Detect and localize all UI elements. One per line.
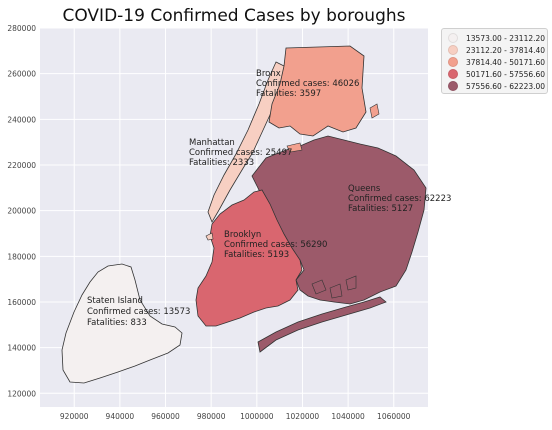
legend-swatch xyxy=(448,69,458,79)
label-brooklyn-name: Brooklyn xyxy=(224,230,261,240)
y-tick-label: 220000 xyxy=(7,161,36,170)
y-tick-label: 160000 xyxy=(7,298,36,307)
legend-swatch xyxy=(448,81,458,91)
label-queens-cases: Confirmed cases: 62223 xyxy=(348,194,451,204)
legend-item: 23112.20 - 37814.40 xyxy=(448,44,545,56)
x-tick-label: 940000 xyxy=(106,412,135,421)
label-queens-name: Queens xyxy=(348,184,381,194)
map-title: COVID-19 Confirmed Cases by boroughs xyxy=(62,6,406,26)
y-tick-label: 120000 xyxy=(7,389,36,398)
rikers-island xyxy=(286,142,303,153)
y-tick-label: 180000 xyxy=(7,252,36,261)
label-brooklyn-cases: Confirmed cases: 56290 xyxy=(224,240,327,250)
legend-label: 23112.20 - 37814.40 xyxy=(466,45,546,55)
legend-label: 37814.40 - 50171.60 xyxy=(466,57,546,67)
jamaica-bay-island xyxy=(329,283,343,299)
label-bronx-name: Bronx xyxy=(256,69,281,79)
governors-island xyxy=(205,232,214,241)
x-tick-label: 1060000 xyxy=(377,412,411,421)
legend-label: 50171.60 - 57556.60 xyxy=(466,69,546,79)
borough-brooklyn xyxy=(195,189,303,327)
y-tick-label: 200000 xyxy=(7,207,36,216)
axis-ticks: 920000 940000 960000 980000 1000000 1020000 10… xyxy=(7,24,410,421)
label-manhattan-fatalities: Fatalities: 2333 xyxy=(189,158,254,168)
label-queens-fatalities: Fatalities: 5127 xyxy=(348,204,413,214)
legend-label: 13573.00 - 23112.20 xyxy=(466,33,546,43)
borough-bronx xyxy=(268,45,367,137)
legend-item: 37814.40 - 50171.60 xyxy=(448,56,545,68)
legend-item: 50171.60 - 57556.60 xyxy=(448,68,545,80)
legend: 13573.00 - 23112.20 23112.20 - 37814.40 … xyxy=(441,28,548,94)
label-staten-island-name: Staten Island xyxy=(87,296,143,306)
legend-label: 57556.60 - 62223.00 xyxy=(466,81,546,91)
jamaica-bay-island xyxy=(345,275,357,291)
y-tick-label: 140000 xyxy=(7,344,36,353)
rockaway-peninsula xyxy=(257,296,387,353)
x-tick-label: 1040000 xyxy=(331,412,365,421)
legend-swatch xyxy=(448,33,458,43)
x-tick-label: 1020000 xyxy=(286,412,320,421)
borough-staten-island xyxy=(61,263,183,384)
jamaica-bay-island xyxy=(311,279,327,295)
borough-labels: Bronx Confirmed cases: 46026 Fatalities:… xyxy=(87,69,451,328)
y-tick-label: 240000 xyxy=(7,115,36,124)
legend-item: 13573.00 - 23112.20 xyxy=(448,32,545,44)
y-tick-label: 280000 xyxy=(7,24,36,33)
label-bronx-cases: Confirmed cases: 46026 xyxy=(256,79,359,89)
label-manhattan-cases: Confirmed cases: 25497 xyxy=(189,148,292,158)
y-tick-label: 260000 xyxy=(7,70,36,79)
x-tick-label: 980000 xyxy=(197,412,226,421)
label-staten-island-fatalities: Fatalities: 833 xyxy=(87,318,147,328)
label-staten-island-cases: Confirmed cases: 13573 xyxy=(87,307,190,317)
legend-swatch xyxy=(448,57,458,67)
legend-item: 57556.60 - 62223.00 xyxy=(448,80,545,92)
x-tick-label: 1000000 xyxy=(240,412,274,421)
label-bronx-fatalities: Fatalities: 3597 xyxy=(256,89,321,99)
x-tick-label: 920000 xyxy=(60,412,89,421)
legend-swatch xyxy=(448,45,458,55)
x-tick-label: 960000 xyxy=(151,412,180,421)
label-brooklyn-fatalities: Fatalities: 5193 xyxy=(224,250,289,260)
label-manhattan-name: Manhattan xyxy=(189,138,235,148)
bronx-city-island xyxy=(369,103,380,119)
